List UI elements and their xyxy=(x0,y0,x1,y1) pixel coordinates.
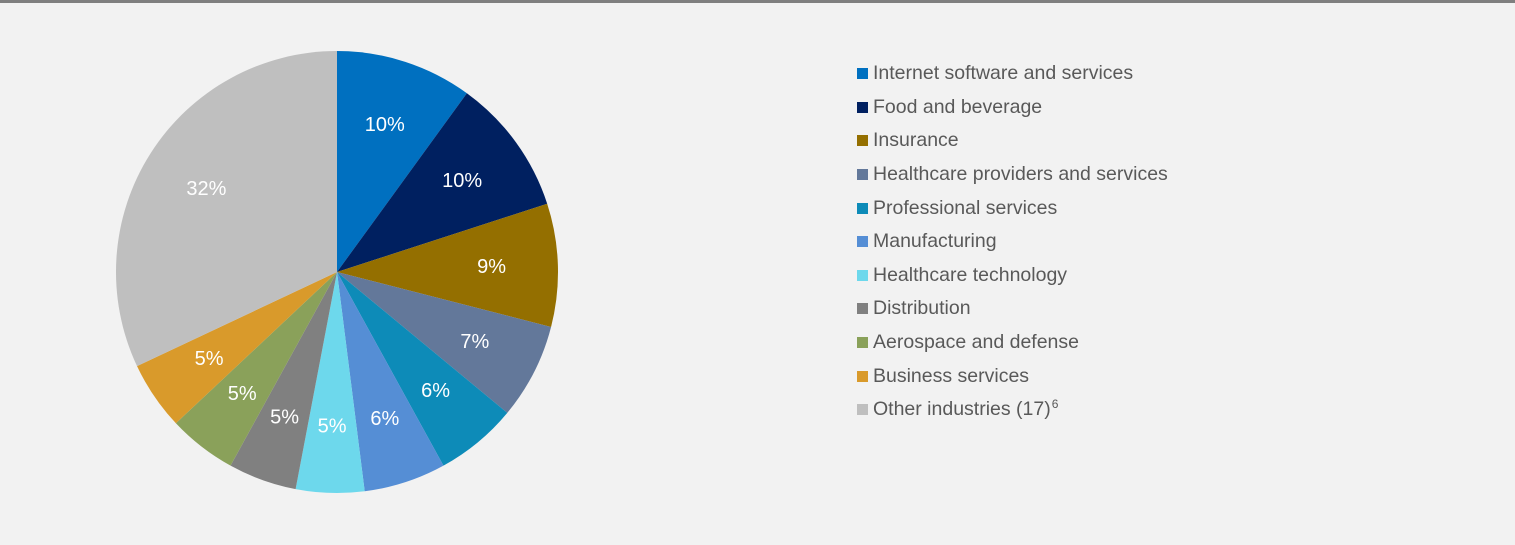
legend-item-10: Other industries (17) 6 xyxy=(857,393,1168,427)
pie-slice-9 xyxy=(137,272,337,424)
legend-swatch-5 xyxy=(857,236,868,248)
pie-data-label-6: 5% xyxy=(318,416,347,438)
legend-label-8: Aerospace and defense xyxy=(873,331,1079,354)
legend-label-0: Internet software and services xyxy=(873,62,1134,85)
legend-swatch-4 xyxy=(857,202,868,214)
legend-swatch-3 xyxy=(857,169,868,181)
legend-item-7: Distribution xyxy=(857,292,1168,326)
legend-label-4: Professional services xyxy=(873,196,1058,219)
pie-data-labels: 10%10%9%7%6%6%5%5%5%5%32% xyxy=(186,114,506,438)
pie-data-label-10: 32% xyxy=(186,178,226,200)
legend-item-8: Aerospace and defense xyxy=(857,326,1168,360)
pie-data-label-3: 7% xyxy=(460,331,489,353)
pie-slice-7 xyxy=(230,272,337,490)
legend-item-6: Healthcare technology xyxy=(857,259,1168,293)
legend-swatch-6 xyxy=(857,269,868,281)
pie-data-label-5: 6% xyxy=(370,408,399,430)
legend-label-9: Business services xyxy=(873,364,1030,387)
legend-item-1: Food and beverage xyxy=(857,91,1168,125)
legend-label-6: Healthcare technology xyxy=(873,263,1068,286)
legend-swatch-0 xyxy=(857,68,868,80)
pie-chart: 10%10%9%7%6%6%5%5%5%5%32% xyxy=(115,50,558,494)
pie-slice-1 xyxy=(337,93,548,273)
legend-footnote-ref: 6 xyxy=(1051,396,1059,411)
legend-item-0: Internet software and services xyxy=(857,57,1168,91)
legend-item-4: Professional services xyxy=(857,191,1168,225)
pie-data-label-8: 5% xyxy=(228,383,257,405)
legend-swatch-9 xyxy=(857,370,868,382)
pie-data-label-7: 5% xyxy=(270,407,299,429)
pie-data-label-0: 10% xyxy=(365,114,405,136)
pie-slice-3 xyxy=(337,272,552,413)
legend-item-2: Insurance xyxy=(857,124,1168,158)
legend-item-5: Manufacturing xyxy=(857,225,1168,259)
pie-slice-4 xyxy=(337,272,508,466)
pie-slice-6 xyxy=(295,272,365,494)
legend-swatch-1 xyxy=(857,101,868,113)
pie-data-label-9: 5% xyxy=(195,348,224,370)
legend-label-7: Distribution xyxy=(873,297,971,320)
pie-slice-2 xyxy=(337,203,558,327)
legend-label-1: Food and beverage xyxy=(873,95,1043,118)
pie-data-label-2: 9% xyxy=(477,256,506,278)
legend-label-2: Insurance xyxy=(873,129,959,152)
legend-label-10: Other industries (17) xyxy=(873,398,1051,421)
legend-item-9: Business services xyxy=(857,359,1168,393)
legend-swatch-2 xyxy=(857,135,868,147)
pie-slice-0 xyxy=(337,51,467,272)
legend-swatch-10 xyxy=(857,404,868,416)
legend-swatch-7 xyxy=(857,303,868,315)
pie-slice-5 xyxy=(337,272,444,492)
pie-slice-10 xyxy=(115,50,337,367)
pie-slices xyxy=(115,50,558,494)
legend-label-5: Manufacturing xyxy=(873,230,997,253)
chart-legend: Internet software and services Food and b… xyxy=(857,57,1168,427)
pie-data-label-4: 6% xyxy=(421,380,450,402)
legend-swatch-8 xyxy=(857,337,868,349)
pie-slice-8 xyxy=(175,272,337,466)
legend-item-3: Healthcare providers and services xyxy=(857,158,1168,192)
chart-panel: 10% 10% 9% 7% 6% 6% 5% 5% 5% 5% 32% Internet softw… xyxy=(0,3,1515,545)
legend-label-3: Healthcare providers and services xyxy=(873,163,1168,186)
top-divider xyxy=(0,0,1515,3)
pie-data-label-1: 10% xyxy=(442,170,482,192)
